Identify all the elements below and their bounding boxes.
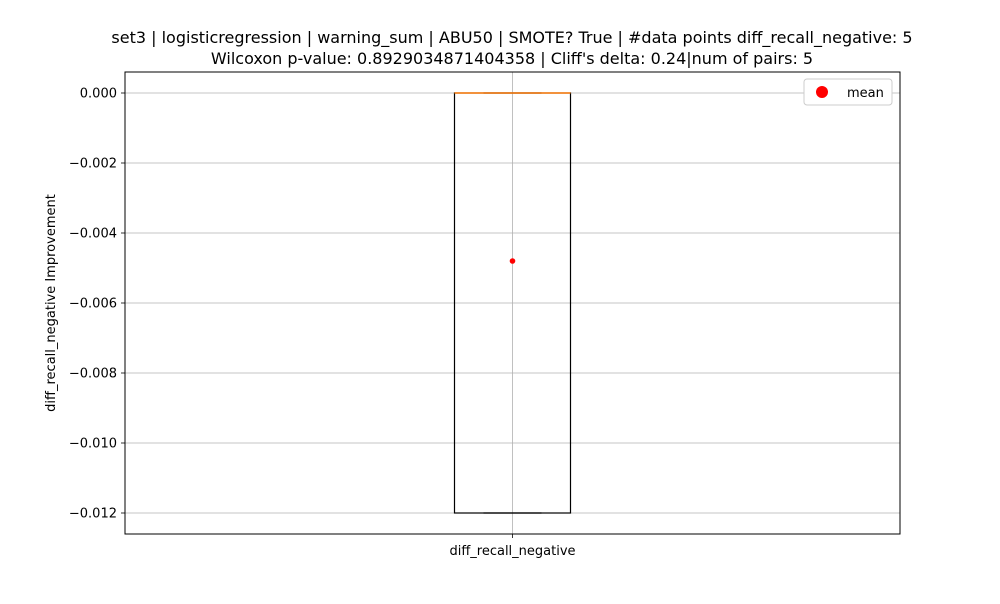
y-tick-label: −0.002 [69, 157, 117, 172]
x-tick-label: diff_recall_negative [449, 544, 575, 559]
y-axis-label: diff_recall_negative Improvement [44, 194, 59, 412]
plot-area: 0.000 −0.002 −0.004 −0.006 −0.008 −0.010 −0.01… [69, 71, 901, 559]
chart-title-line-2: Wilcoxon p-value: 0.8929034871404358 | C… [211, 49, 813, 68]
y-tick-label: −0.012 [69, 507, 117, 522]
y-tick-label: −0.006 [69, 297, 117, 312]
y-tick-label: −0.004 [69, 227, 117, 242]
legend-box [803, 78, 893, 106]
mean-marker [509, 258, 516, 264]
plot-frame [124, 71, 901, 535]
legend-marker-mean [816, 86, 828, 98]
y-tick-label: −0.008 [69, 367, 117, 382]
chart-title-line-1: set3 | logisticregression | warning_sum … [111, 28, 912, 48]
y-tick-label: 0.000 [80, 87, 117, 102]
y-tick-label: −0.010 [69, 437, 117, 452]
legend-label-mean: mean [847, 86, 884, 101]
